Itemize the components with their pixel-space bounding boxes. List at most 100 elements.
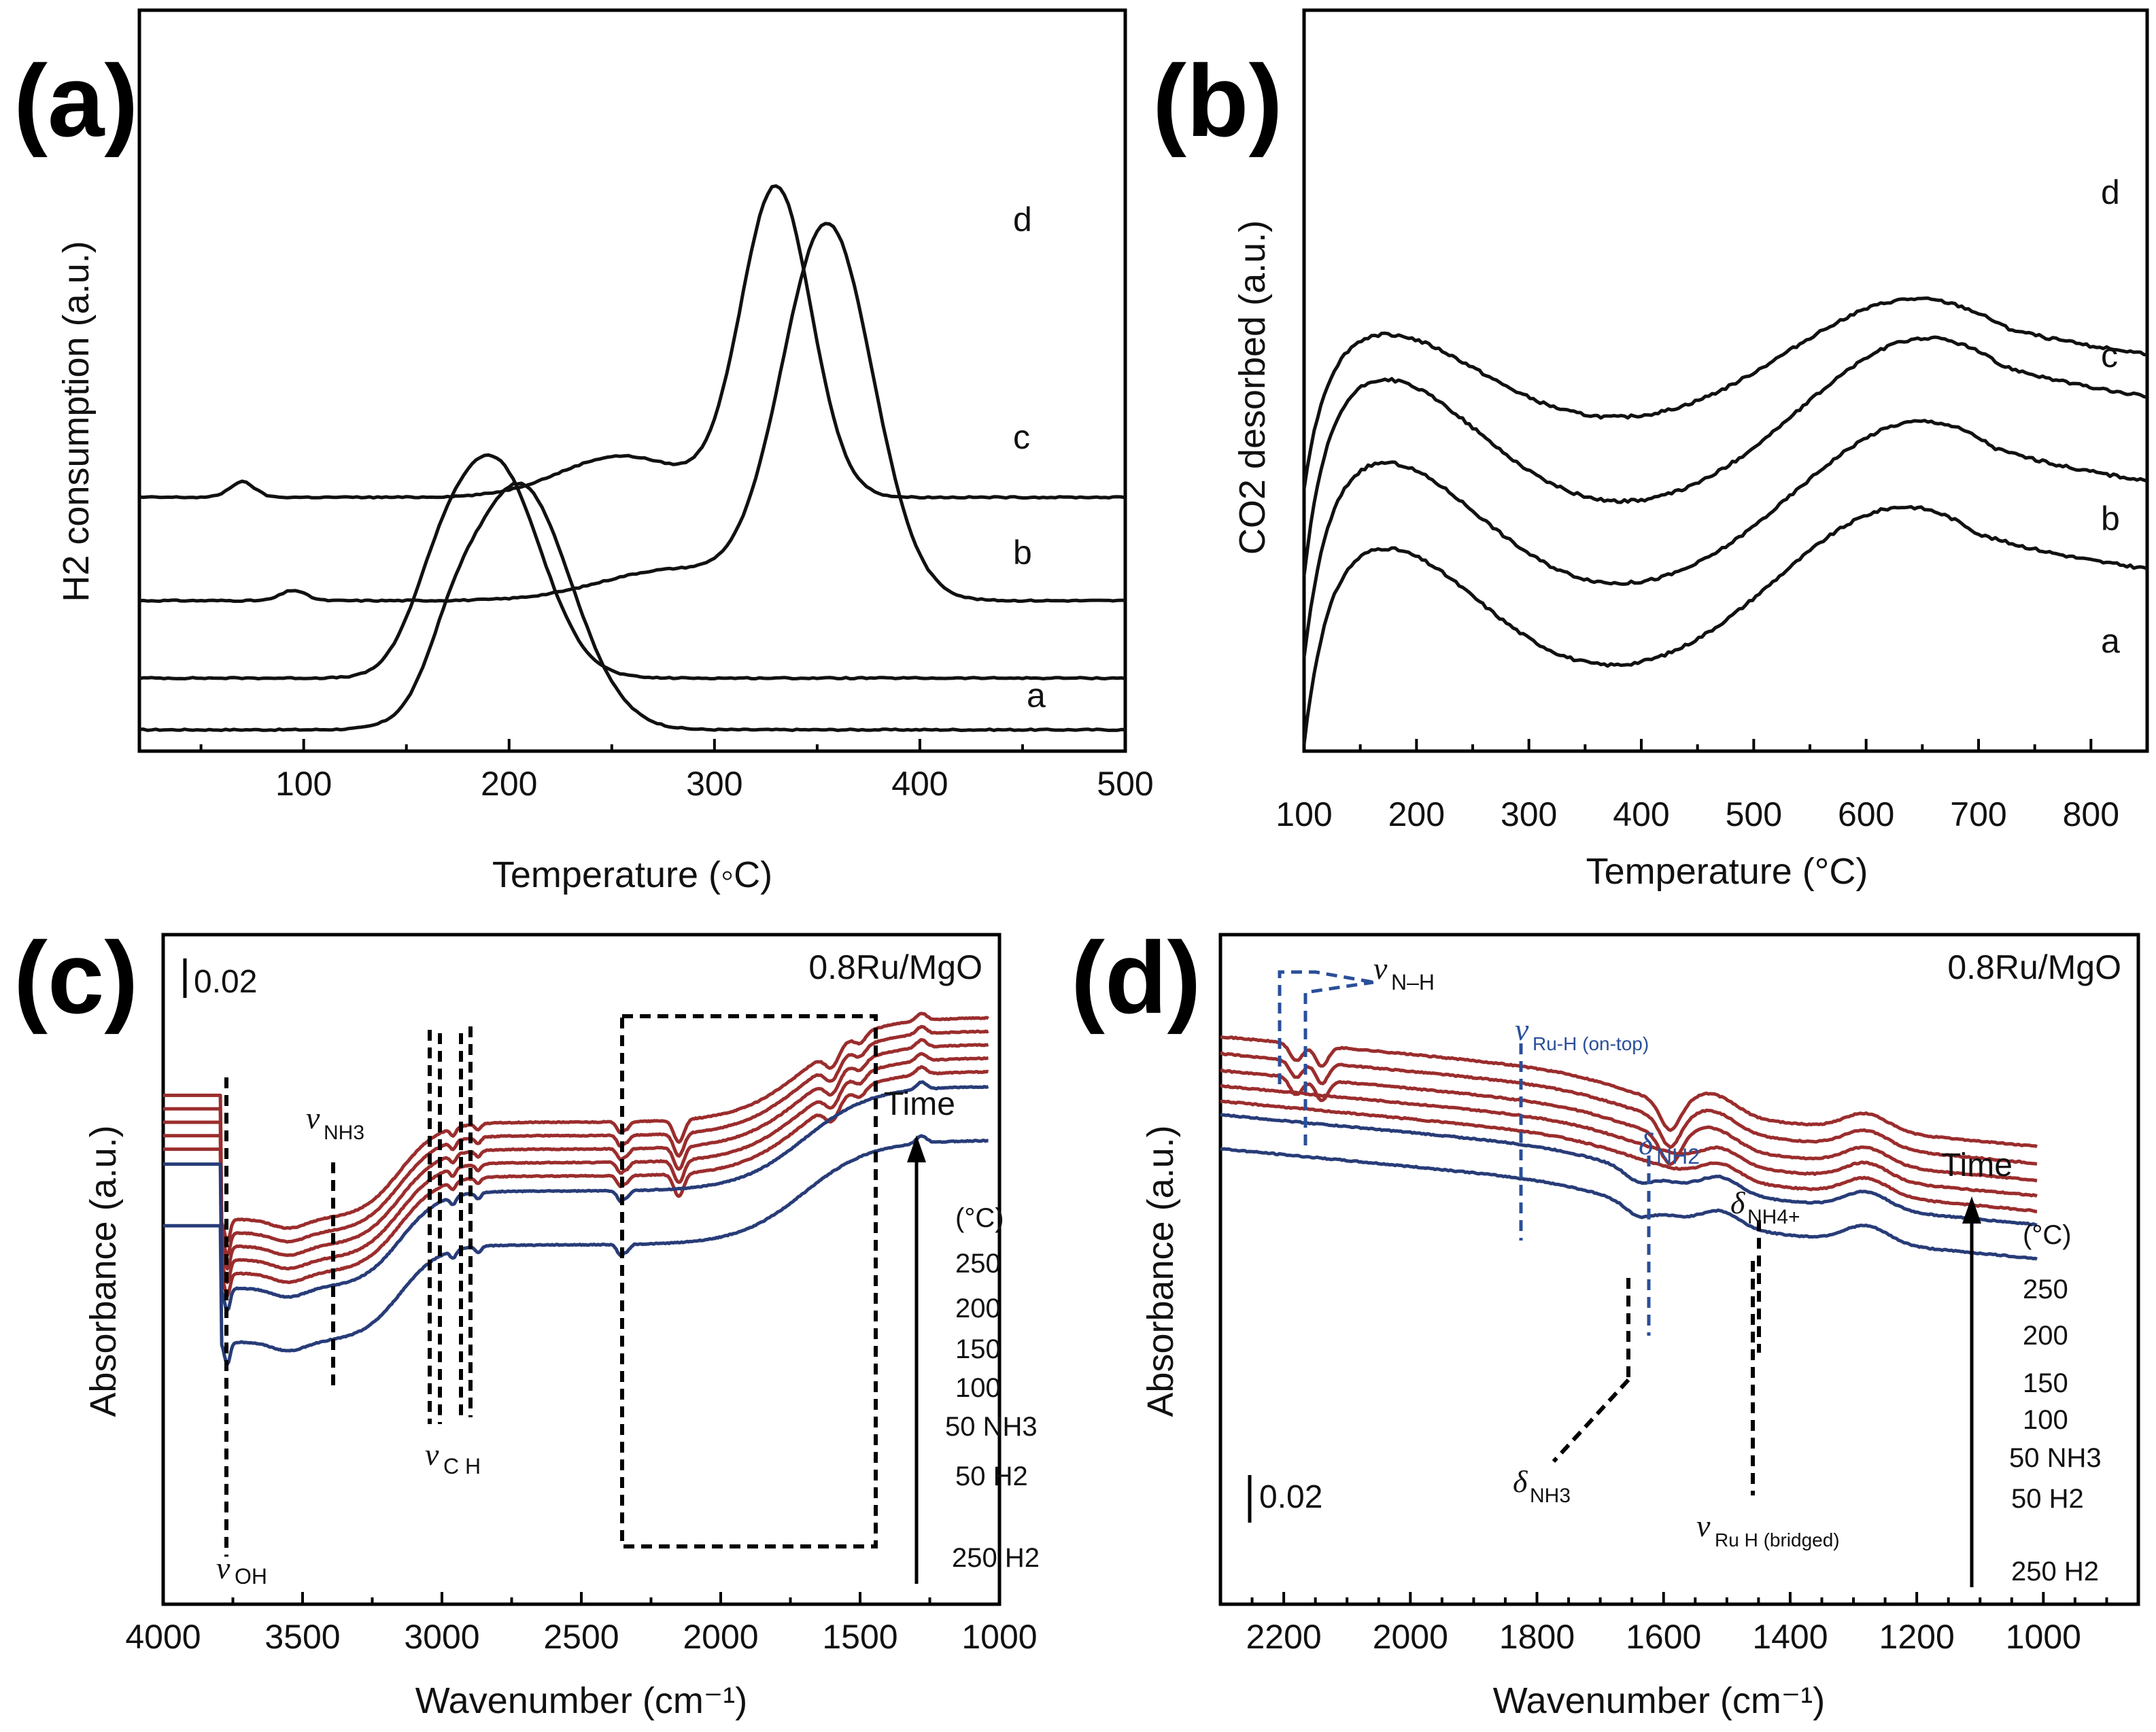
- panel-c-traces: [162, 1011, 989, 1366]
- panel-c-annotation-vch: ν C H: [425, 1437, 481, 1478]
- panel-d-series-label-50-nh3: 50 NH3: [2009, 1443, 2102, 1473]
- x-tick-label: 2200: [1246, 1618, 1321, 1656]
- panel-d-series-label-150: 150: [2023, 1368, 2068, 1398]
- panel-d-dnh3-leader: [1552, 1378, 1630, 1463]
- x-tick-label: 3500: [264, 1618, 340, 1656]
- panel-c-vnh3-symbol: ν: [306, 1101, 320, 1135]
- x-tick-label: 400: [891, 765, 948, 803]
- x-tick-label: 200: [481, 765, 537, 803]
- trace-50-NH3: [162, 1064, 989, 1298]
- panel-c-sample-label: 0.8Ru/MgO: [808, 948, 982, 986]
- panel-d-dnh3-symbol: δ: [1513, 1464, 1528, 1499]
- panel-c-unit-label: (°C): [955, 1203, 1004, 1233]
- panel-d-vnh-marker-2: [1303, 980, 1374, 1145]
- trace-250: [162, 1011, 989, 1243]
- panel-c-series-label-200: 200: [955, 1294, 1001, 1323]
- panel-d-label: (d): [1071, 920, 1201, 1035]
- panel-c-time-label: Time: [884, 1086, 955, 1122]
- panel-d-scale-bar-label: 0.02: [1259, 1479, 1322, 1515]
- panel-d-x-axis-label: Wavenumber (cm⁻¹): [1493, 1680, 1826, 1721]
- trace-250-H2: [1220, 1147, 2038, 1261]
- panel-a-curve-label-b: b: [1013, 534, 1032, 572]
- panel-a-curve-labels: a b c d: [1013, 201, 1046, 714]
- trace-200: [162, 1024, 989, 1257]
- x-tick-label: 300: [1501, 795, 1557, 833]
- panel-d-dnh2-subscript: NH2: [1656, 1144, 1700, 1168]
- panel-d-dnh2-symbol: δ: [1639, 1126, 1654, 1161]
- panel-c: (c) 4000 3500 3000 2500 2000 1500 1000 0.02 0.…: [14, 920, 1040, 1721]
- panel-d-annotation-vnh: ν N–H: [1373, 951, 1435, 994]
- x-tick-label: 800: [2063, 795, 2119, 833]
- panel-d-x-ticks: 2200 2000 1800 1600 1400 1200 1000: [1219, 1592, 2140, 1656]
- x-tick-label: 1800: [1499, 1618, 1575, 1656]
- panel-b-traces: [1302, 296, 2148, 745]
- x-tick-label: 700: [1950, 795, 2006, 833]
- panel-c-series-label-50-nh3: 50 NH3: [945, 1412, 1038, 1442]
- x-tick-label: 400: [1613, 795, 1669, 833]
- panel-c-series-label-100: 100: [955, 1373, 1001, 1403]
- trace-200: [1220, 1052, 2038, 1166]
- x-tick-label: 500: [1097, 765, 1153, 803]
- panel-d-annotation-vruh-top: ν Ru-H (on-top): [1515, 1012, 1649, 1054]
- panel-d-series-label-50-h2: 50 H2: [2011, 1484, 2084, 1514]
- panel-d-y-axis-label: Absorbance (a.u.): [1140, 1125, 1181, 1417]
- panel-d-dnh3-subscript: NH3: [1530, 1485, 1571, 1507]
- panel-d-dnh4-symbol: δ: [1730, 1185, 1745, 1220]
- trace-50-NH3: [1220, 1099, 2037, 1213]
- panel-b-curve-label-b: b: [2101, 500, 2120, 538]
- panel-c-vch-symbol: ν: [425, 1437, 439, 1472]
- panel-d-traces: [1220, 1035, 2038, 1261]
- panel-a-traces: [139, 184, 1126, 732]
- panel-d-vruh-top-symbol: ν: [1515, 1012, 1529, 1047]
- panel-c-series-label-50-h2: 50 H2: [955, 1461, 1028, 1491]
- x-tick-label: 100: [275, 765, 332, 803]
- panel-a-curve-label-d: d: [1013, 201, 1032, 239]
- panel-b-y-axis-label: CO2 desorbed (a.u.): [1232, 220, 1273, 555]
- panel-c-annotation-voh: ν OH: [216, 1551, 267, 1589]
- panel-d-time-label: Time: [1941, 1147, 2013, 1183]
- trace-100: [162, 1052, 989, 1285]
- panel-a-curve-label-a: a: [1027, 676, 1046, 714]
- panel-d-unit-label: (°C): [2023, 1220, 2072, 1250]
- trace-100: [1220, 1084, 2038, 1198]
- panel-a: (a) 100 200 300 400 500 a b c d Temperature …: [14, 8, 1154, 895]
- panel-c-voh-subscript: OH: [235, 1564, 267, 1589]
- x-tick-label: 2000: [683, 1618, 758, 1656]
- panel-a-label: (a): [14, 44, 138, 158]
- panel-c-annotation-vnh3: ν NH3: [306, 1101, 364, 1144]
- panel-d-vruh-top-subscript: Ru-H (on-top): [1533, 1033, 1649, 1054]
- panel-b-curve-labels: a b c d: [2101, 173, 2120, 660]
- panel-c-series-label-250: 250: [955, 1249, 1001, 1279]
- panel-a-y-axis-label: H2 consumption (a.u.): [56, 241, 97, 602]
- x-tick-label: 2000: [1373, 1618, 1448, 1656]
- panel-d-time-arrowhead: [1962, 1196, 1981, 1224]
- panel-b-frame: [1302, 8, 2149, 753]
- x-tick-label: 4000: [125, 1618, 201, 1656]
- x-tick-label: 100: [1276, 795, 1332, 833]
- x-tick-label: 300: [686, 765, 742, 803]
- panel-c-x-ticks: 4000 3500 3000 2500 2000 1500 1000: [125, 1592, 1038, 1656]
- panel-b-label: (b): [1152, 44, 1283, 158]
- panel-c-vch-subscript: C H: [443, 1454, 481, 1478]
- trace-250: [1220, 1035, 2038, 1149]
- x-tick-label: 1600: [1626, 1618, 1701, 1656]
- panel-c-series-label-150: 150: [955, 1334, 1001, 1364]
- panel-b-curve-label-c: c: [2101, 336, 2118, 375]
- trace-d: [139, 184, 1126, 500]
- panel-b-x-axis-label: Temperature (°C): [1586, 851, 1868, 892]
- panel-a-x-axis-label: Temperature (◦C): [492, 854, 772, 895]
- x-tick-label: 1500: [822, 1618, 897, 1656]
- panel-d-vnh-marker-1: [1278, 970, 1374, 1084]
- panel-b-curve-label-d: d: [2101, 173, 2120, 211]
- panel-d-vnh-symbol: ν: [1373, 951, 1388, 986]
- panel-d-dnh4-subscript: NH4+: [1747, 1206, 1800, 1228]
- panel-d-annotation-dnh2: δ NH2: [1639, 1126, 1700, 1168]
- panel-d-vnh-subscript: N–H: [1391, 970, 1435, 994]
- trace-150: [162, 1038, 989, 1271]
- panel-b-x-ticks: 100 200 300 400 500 600 700 800: [1276, 739, 2149, 833]
- panel-d-annotation-dnh4: δ NH4+: [1730, 1185, 1800, 1228]
- panel-d-frame: [1218, 933, 2140, 1606]
- x-tick-label: 2500: [543, 1618, 619, 1656]
- x-tick-label: 500: [1726, 795, 1782, 833]
